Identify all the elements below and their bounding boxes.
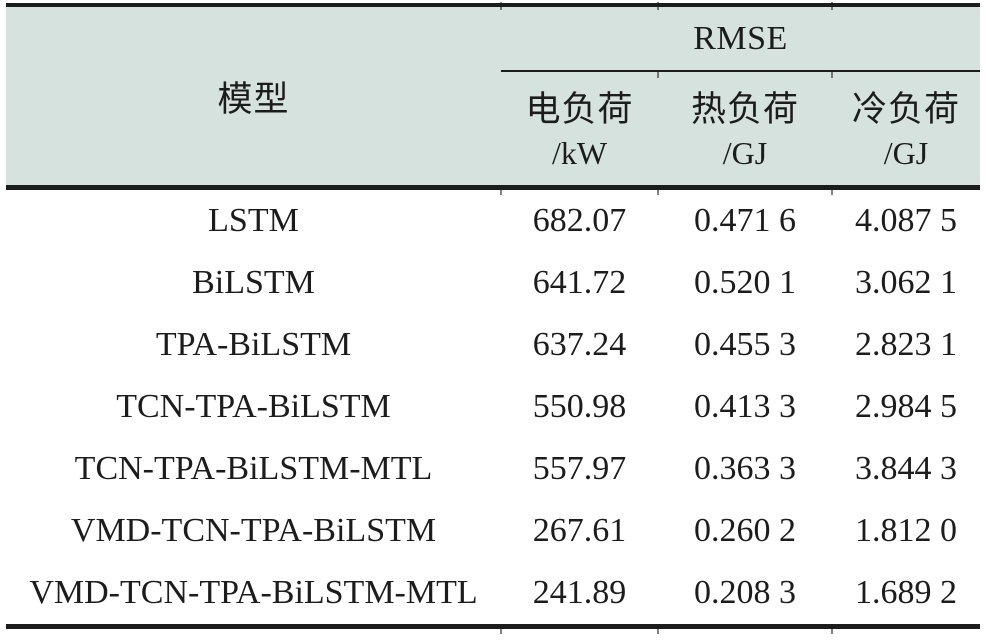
table-row: VMD-TCN-TPA-BiLSTM 267.61 0.260 2 1.812 … xyxy=(6,500,980,562)
cool-rmse-value: 2.823 1 xyxy=(832,314,980,376)
model-name: TCN-TPA-BiLSTM xyxy=(6,376,501,438)
column-header-heat-load: 热负荷 /GJ xyxy=(658,71,832,190)
column-divider-tick xyxy=(831,185,833,195)
column-divider-tick xyxy=(500,2,502,10)
column-divider-tick xyxy=(657,2,659,10)
model-name: VMD-TCN-TPA-BiLSTM-MTL xyxy=(6,562,501,627)
electric-rmse-value: 641.72 xyxy=(501,252,658,314)
column-group-header-rmse: RMSE xyxy=(501,5,980,72)
column-divider-tick xyxy=(831,2,833,10)
column-header-electric-load: 电负荷 /kW xyxy=(501,71,658,190)
model-name: VMD-TCN-TPA-BiLSTM xyxy=(6,500,501,562)
cool-rmse-value: 1.689 2 xyxy=(832,562,980,627)
table-row: VMD-TCN-TPA-BiLSTM-MTL 241.89 0.208 3 1.… xyxy=(6,562,980,627)
column-header-model: 模型 xyxy=(6,5,501,190)
column-divider-tick xyxy=(657,185,659,195)
electric-rmse-value: 682.07 xyxy=(501,187,658,252)
table-header: 模型 RMSE 电负荷 /kW 热负荷 /GJ 冷负荷 /GJ xyxy=(6,5,980,190)
heat-load-label: 热负荷 xyxy=(690,89,799,129)
electric-rmse-value: 550.98 xyxy=(501,376,658,438)
cool-rmse-value: 3.062 1 xyxy=(832,252,980,314)
column-divider-tick xyxy=(500,624,502,634)
heat-rmse-value: 0.363 3 xyxy=(658,438,832,500)
column-divider-tick xyxy=(657,70,659,78)
model-name: TCN-TPA-BiLSTM-MTL xyxy=(6,438,501,500)
cool-rmse-value: 4.087 5 xyxy=(832,187,980,252)
table-body: LSTM 682.07 0.471 6 4.087 5 BiLSTM 641.7… xyxy=(6,187,980,627)
table-row: TCN-TPA-BiLSTM-MTL 557.97 0.363 3 3.844 … xyxy=(6,438,980,500)
table-row: LSTM 682.07 0.471 6 4.087 5 xyxy=(6,187,980,252)
electric-rmse-value: 267.61 xyxy=(501,500,658,562)
column-divider-tick xyxy=(657,624,659,634)
rmse-comparison-table: 模型 RMSE 电负荷 /kW 热负荷 /GJ 冷负荷 /GJ xyxy=(6,3,980,629)
electric-load-unit: /kW xyxy=(551,134,608,171)
heat-rmse-value: 0.208 3 xyxy=(658,562,832,627)
cool-rmse-value: 1.812 0 xyxy=(832,500,980,562)
heat-rmse-value: 0.260 2 xyxy=(658,500,832,562)
table-row: TCN-TPA-BiLSTM 550.98 0.413 3 2.984 5 xyxy=(6,376,980,438)
column-header-cool-load: 冷负荷 /GJ xyxy=(832,71,980,190)
cool-load-label: 冷负荷 xyxy=(851,89,960,129)
electric-rmse-value: 557.97 xyxy=(501,438,658,500)
column-divider-tick xyxy=(831,70,833,78)
heat-rmse-value: 0.471 6 xyxy=(658,187,832,252)
heat-rmse-value: 0.455 3 xyxy=(658,314,832,376)
heat-rmse-value: 0.520 1 xyxy=(658,252,832,314)
model-name: BiLSTM xyxy=(6,252,501,314)
header-group-row: 模型 RMSE xyxy=(6,5,980,190)
heat-load-unit: /GJ xyxy=(722,134,768,171)
header-sub-row: 电负荷 /kW 热负荷 /GJ 冷负荷 /GJ xyxy=(6,71,980,190)
model-name: TPA-BiLSTM xyxy=(6,314,501,376)
cool-rmse-value: 2.984 5 xyxy=(832,376,980,438)
column-divider-tick xyxy=(500,185,502,195)
cool-rmse-value: 3.844 3 xyxy=(832,438,980,500)
column-divider-tick xyxy=(831,624,833,634)
heat-rmse-value: 0.413 3 xyxy=(658,376,832,438)
table-row: BiLSTM 641.72 0.520 1 3.062 1 xyxy=(6,252,980,314)
cool-load-unit: /GJ xyxy=(883,134,929,171)
model-name: LSTM xyxy=(6,187,501,252)
electric-load-label: 电负荷 xyxy=(525,89,634,129)
electric-rmse-value: 637.24 xyxy=(501,314,658,376)
table-row: TPA-BiLSTM 637.24 0.455 3 2.823 1 xyxy=(6,314,980,376)
electric-rmse-value: 241.89 xyxy=(501,562,658,627)
